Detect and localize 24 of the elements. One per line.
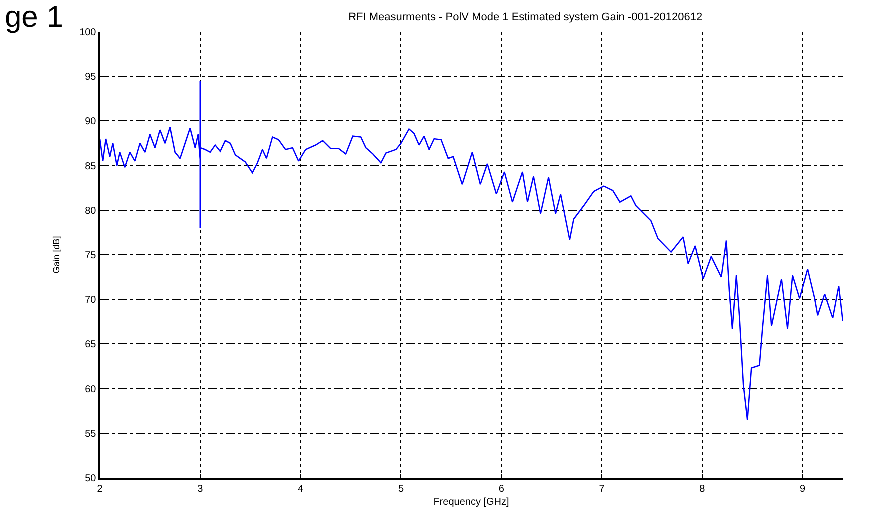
x-tick-label: 4: [298, 484, 304, 495]
y-tick-label: 60: [85, 384, 97, 396]
y-tick-label: 75: [85, 250, 97, 262]
y-tick-label: 80: [85, 206, 97, 217]
y-tick-label: 100: [80, 28, 97, 38]
x-tick-label: 7: [599, 484, 606, 495]
chart-title: RFI Measurments - PolV Mode 1 Estimated system Gain -001-20120612: [348, 12, 703, 24]
y-tick-label: 55: [85, 428, 97, 440]
y-tick-label: 65: [85, 340, 97, 351]
x-tick-label: 6: [498, 484, 505, 495]
x-tick-label: 8: [700, 484, 706, 495]
y-tick-label: 95: [85, 72, 97, 84]
x-tick-label: 5: [398, 484, 404, 495]
y-axis-title: Gain [dB]: [51, 236, 62, 274]
x-tick-label: 3: [198, 484, 204, 495]
line-series: [100, 80, 843, 421]
text: ge 1: [5, 1, 64, 34]
y-tick-label: 70: [85, 295, 97, 306]
x-axis-title: Frequency [GHz]: [434, 496, 510, 508]
y-tick-label: 50: [85, 474, 97, 484]
x-tick-label: 2: [97, 484, 104, 495]
x-tick-label: 9: [800, 484, 806, 495]
y-tick-label: 85: [85, 161, 97, 172]
y-tick-label: 90: [85, 116, 97, 128]
